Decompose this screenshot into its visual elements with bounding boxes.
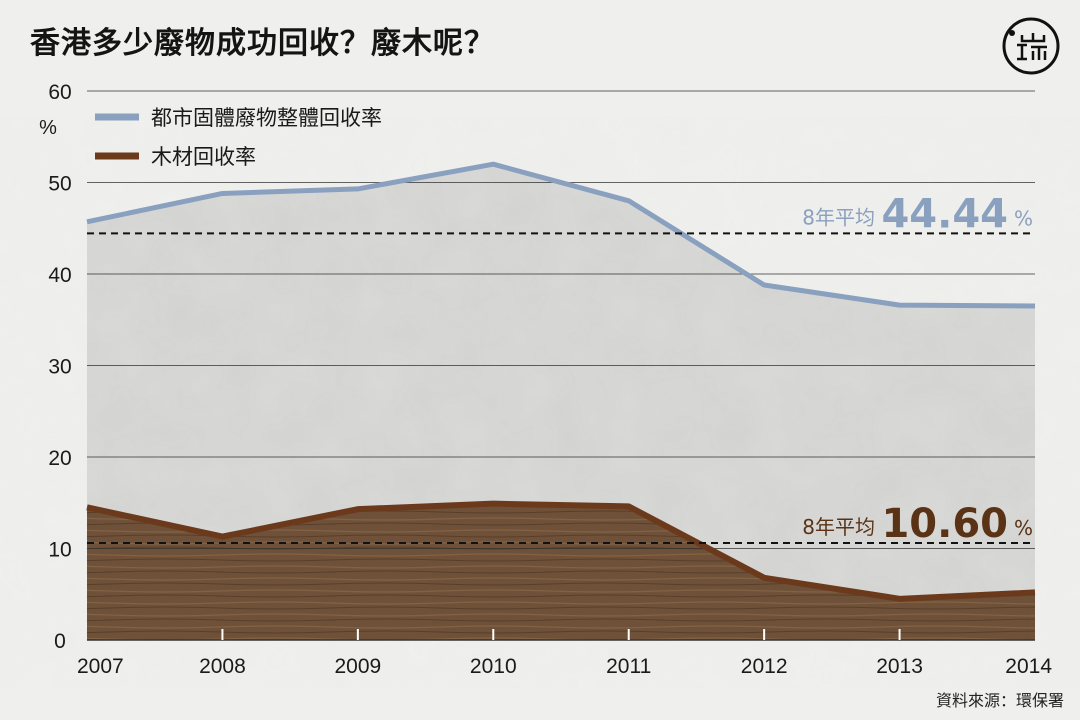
wood-line bbox=[86, 500, 1036, 602]
x-tick-label: 2012 bbox=[741, 655, 788, 678]
source-note: 資料來源：環保署 bbox=[935, 691, 1064, 710]
x-tick-label: 2011 bbox=[606, 655, 651, 678]
x-tick-label: 2009 bbox=[334, 655, 381, 678]
wood-average-unit: % bbox=[1014, 516, 1033, 540]
chart-title: 香港多少廢物成功回收？廢木呢？ bbox=[30, 26, 495, 61]
x-tick-label: 2007 bbox=[77, 655, 124, 678]
msw-line bbox=[86, 161, 1036, 309]
x-tick-label: 2014 bbox=[1005, 655, 1052, 678]
legend-label-wood: 木材回收率 bbox=[151, 145, 256, 169]
y-tick-label: 30 bbox=[48, 356, 71, 379]
msw-average-value: 44.44 bbox=[881, 191, 1008, 237]
x-tick-label: 2008 bbox=[199, 655, 246, 678]
x-tick-label: 2010 bbox=[470, 655, 517, 678]
y-tick-label: 40 bbox=[48, 264, 71, 287]
wood-area bbox=[87, 503, 1035, 640]
legend-label-msw: 都市固體廢物整體回收率 bbox=[151, 106, 382, 130]
y-axis-unit: % bbox=[39, 117, 57, 139]
msw-average-label: 8年平均 bbox=[802, 205, 875, 229]
wood-average-label: 8年平均 bbox=[802, 515, 875, 539]
initium-logo-icon bbox=[1002, 17, 1060, 75]
y-tick-label: 10 bbox=[48, 539, 71, 562]
wood-average-value: 10.60 bbox=[881, 501, 1008, 547]
x-tick-label: 2013 bbox=[876, 655, 923, 678]
y-tick-label: 50 bbox=[48, 173, 71, 196]
y-tick-label: 0 bbox=[54, 630, 66, 653]
y-tick-label: 20 bbox=[48, 447, 71, 470]
logo bbox=[1000, 15, 1062, 81]
y-tick-label: 60 bbox=[48, 81, 71, 104]
msw-average-unit: % bbox=[1014, 206, 1033, 230]
